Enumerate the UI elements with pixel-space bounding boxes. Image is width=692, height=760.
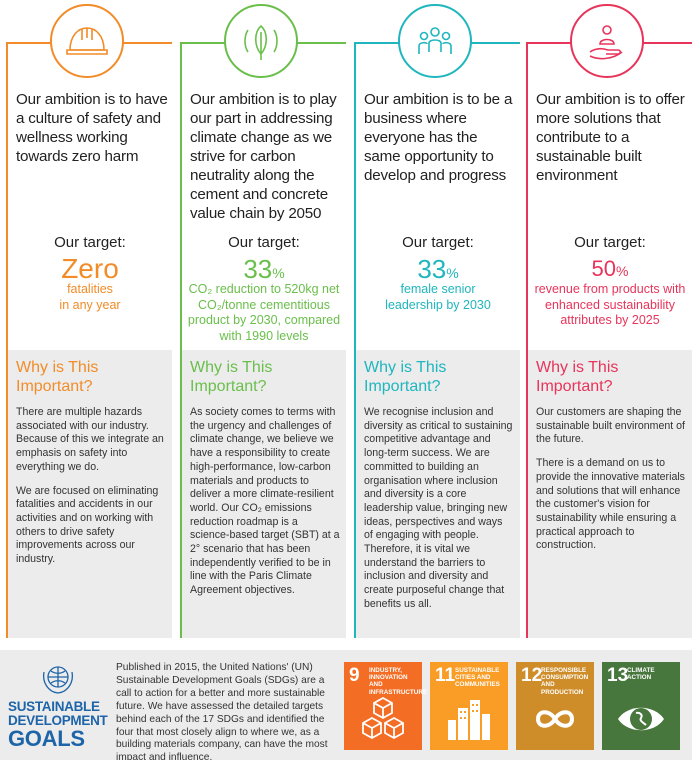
why-title: Why is This Important? <box>364 359 447 395</box>
un-emblem-icon <box>42 666 74 694</box>
column-divider <box>6 42 8 638</box>
sdg-tile-12: 12 Responsible consumption and productio… <box>516 662 594 750</box>
why-paragraph: As society comes to terms with the urgen… <box>190 406 340 597</box>
target-value: 33% <box>417 254 459 284</box>
target-value: 50% <box>591 256 629 281</box>
why-text: We recognise inclusion and diversity as … <box>364 406 514 622</box>
sdg-tile-11: 11 Sustainable cities and communities <box>430 662 508 750</box>
column-solutions: Our ambition is to offer more solutions … <box>520 0 692 640</box>
ambition-text: Our ambition is to play our part in addr… <box>190 91 337 222</box>
city-icon <box>448 700 490 740</box>
why-paragraph: Our customers are shaping the sustainabl… <box>536 406 685 446</box>
target-description: revenue from products with enhanced sust… <box>534 282 686 327</box>
ambition-text: Our ambition is to offer more solutions … <box>536 91 685 184</box>
why-title: Why is This Important? <box>16 359 99 395</box>
cubes-icon <box>362 696 404 740</box>
leaf-icon <box>224 4 298 78</box>
sdg-logo-line: SUSTAINABLE <box>8 699 100 714</box>
hard-hat-icon <box>50 4 124 78</box>
sdg-panel: SUSTAINABLE DEVELOPMENT GOALS Published … <box>0 650 692 760</box>
sdg-tile-13: 13 Climate action <box>602 662 680 750</box>
sdg-tile-label: Industry, innovation and infrastructure <box>369 667 428 696</box>
sdg-tile-number: 11 <box>435 665 456 686</box>
sdg-logo-line: GOALS <box>8 726 85 751</box>
target-label: Our target: <box>228 234 300 251</box>
sdg-tile-number: 12 <box>521 665 543 686</box>
sdg-logo: SUSTAINABLE DEVELOPMENT GOALS <box>8 660 108 752</box>
column-safety: Our ambition is to have a culture of saf… <box>0 0 172 640</box>
why-title: Why is This Important? <box>536 359 619 395</box>
column-divider <box>354 42 356 638</box>
target-description: CO₂ reduction to 520kg net CO₂/tonne cem… <box>187 282 341 343</box>
ambition-text: Our ambition is to have a culture of saf… <box>16 91 168 165</box>
why-text: There are multiple hazards associated wi… <box>16 406 166 577</box>
why-box: Why is This Important? As society comes … <box>182 350 346 638</box>
infinity-icon <box>535 710 575 728</box>
sdg-tile-number: 13 <box>607 665 629 686</box>
why-title: Why is This Important? <box>190 359 273 395</box>
why-box: Why is This Important? There are multipl… <box>8 350 172 638</box>
target-value: 33% <box>243 254 285 284</box>
target-value: Zero <box>61 253 119 284</box>
sdg-tile-number: 9 <box>349 665 360 686</box>
why-paragraph: We are focused on eliminating fatalities… <box>16 484 159 566</box>
people-icon <box>398 4 472 78</box>
column-divider <box>180 42 182 638</box>
column-divider <box>526 42 528 638</box>
ambition-text: Our ambition is to be a business where e… <box>364 91 513 184</box>
why-text: Our customers are shaping the sustainabl… <box>536 406 686 563</box>
sdg-logo-line: DEVELOPMENT <box>8 713 108 728</box>
target-label: Our target: <box>574 234 646 251</box>
target-label: Our target: <box>54 234 126 251</box>
sdg-description: Published in 2015, the United Nations' (… <box>116 662 328 760</box>
why-paragraph: There is a demand on us to provide the i… <box>536 457 685 552</box>
target-description: female senior leadership by 2030 <box>385 282 491 312</box>
column-climate: Our ambition is to play our part in addr… <box>174 0 346 640</box>
why-text: As society comes to terms with the urgen… <box>190 406 340 608</box>
why-box: Why is This Important? We recognise incl… <box>356 350 520 638</box>
sdg-tile-9: 9 Industry, innovation and infrastructur… <box>344 662 428 750</box>
sdg-tile-label: Sustainable cities and communities <box>455 667 500 689</box>
hand-person-icon <box>570 4 644 78</box>
why-paragraph: There are multiple hazards associated wi… <box>16 406 164 473</box>
sdg-tile-label: Climate action <box>627 667 655 682</box>
sdg-tile-label: Responsible consumption and production <box>541 667 589 696</box>
why-box: Why is This Important? Our customers are… <box>528 350 692 638</box>
why-paragraph: We recognise inclusion and diversity as … <box>364 406 513 610</box>
target-label: Our target: <box>402 234 474 251</box>
target-description: fatalities in any year <box>59 282 121 312</box>
eye-globe-icon <box>618 707 664 731</box>
column-inclusion: Our ambition is to be a business where e… <box>348 0 520 640</box>
